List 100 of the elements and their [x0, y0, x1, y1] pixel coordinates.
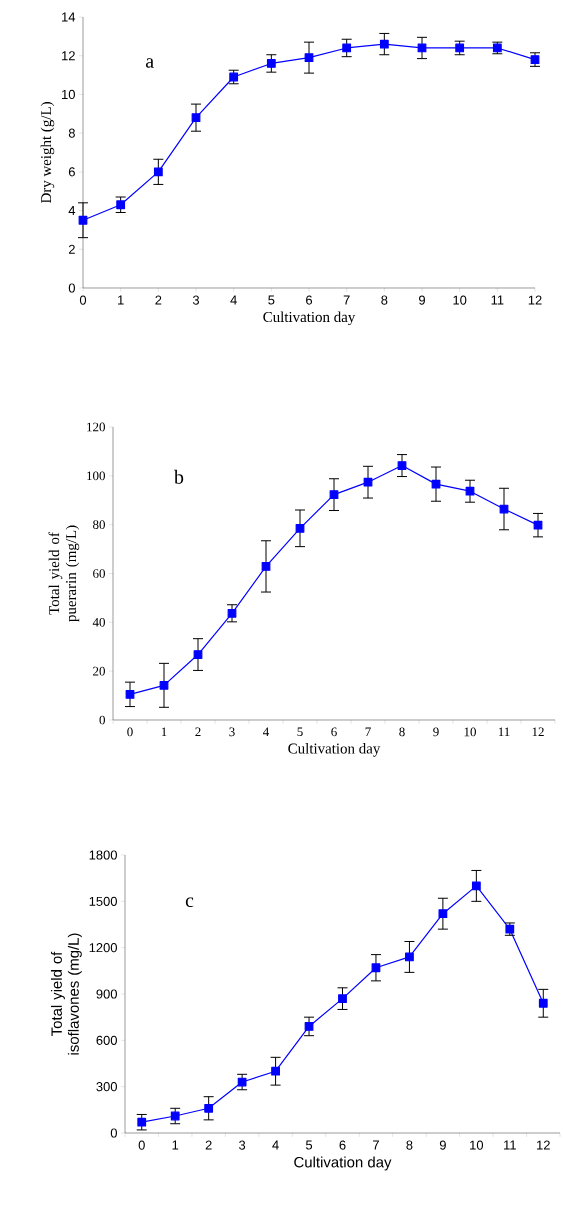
point — [405, 952, 414, 962]
x-tick-label: 3 — [239, 1140, 246, 1150]
x-tick-label: 12 — [528, 295, 542, 305]
annotation: b — [173, 469, 184, 484]
point — [533, 520, 543, 530]
x-tick-label: 12 — [532, 727, 544, 737]
annotation: a — [145, 58, 154, 68]
y-tick-label: 8 — [68, 128, 75, 138]
point — [295, 523, 305, 533]
x-tick-label: 7 — [365, 727, 371, 736]
y-tick-label: 80 — [93, 520, 105, 530]
y-tick-label: 0 — [110, 1128, 117, 1138]
x-tick-label: 8 — [381, 295, 388, 305]
x-tick-label: 11 — [504, 1140, 516, 1150]
y-tick-label: 900 — [96, 989, 117, 999]
x-tick-label: 9 — [433, 727, 439, 737]
x-tick-label: 4 — [263, 727, 270, 737]
x-tick-label: 8 — [399, 727, 405, 737]
y-tick-label: 60 — [93, 569, 105, 578]
x-tick-label: 10 — [453, 295, 467, 305]
x-tick-label: 10 — [464, 727, 476, 737]
point — [438, 909, 448, 919]
x-tick-label: 6 — [331, 727, 337, 737]
point — [363, 477, 373, 487]
x-tick-label: 6 — [306, 295, 313, 305]
x-tick-label: 6 — [339, 1140, 346, 1150]
y-tick-label: 0 — [99, 715, 105, 725]
point — [191, 113, 201, 123]
point — [261, 562, 271, 571]
y-tick-label: 12 — [62, 51, 75, 61]
y-tick-label: 600 — [96, 1035, 117, 1045]
x-tick-label: 10 — [470, 1140, 484, 1150]
x-tick-label: 0 — [127, 727, 133, 737]
point — [338, 994, 347, 1004]
point — [137, 1117, 147, 1127]
point — [397, 461, 407, 470]
y-axis-title: Total yield of puerarin (mg/L) — [48, 525, 80, 622]
point — [78, 215, 88, 225]
y-tick-label: 0 — [68, 283, 75, 293]
point — [342, 43, 352, 53]
point — [538, 998, 548, 1008]
x-tick-label: 5 — [297, 727, 303, 737]
x-tick-label: 7 — [373, 1140, 379, 1150]
x-tick-label: 11 — [491, 295, 504, 305]
x-tick-label: 12 — [537, 1140, 550, 1150]
y-tick-label: 300 — [96, 1082, 117, 1092]
x-tick-label: 5 — [305, 1140, 313, 1150]
point — [329, 490, 339, 500]
x-tick-label: 3 — [192, 295, 200, 305]
x-tick-label: 4 — [272, 1140, 279, 1150]
x-tick-label: 11 — [498, 727, 510, 737]
point — [304, 1022, 314, 1031]
x-tick-label: 0 — [138, 1140, 145, 1150]
point — [153, 167, 163, 177]
x-tick-label: 0 — [79, 295, 87, 305]
y-tick-label: 20 — [93, 666, 105, 676]
x-tick-label: 1 — [172, 1140, 179, 1150]
y-tick-label: 4 — [68, 206, 76, 216]
x-tick-label: 9 — [419, 295, 425, 305]
point — [116, 200, 126, 210]
point — [271, 1066, 280, 1076]
x-tick-label: 9 — [439, 1140, 446, 1150]
point — [170, 1111, 180, 1121]
y-tick-label: 1800 — [89, 850, 117, 860]
x-tick-label: 4 — [230, 295, 237, 305]
y-axis-title: Dry weight (g/L) — [40, 102, 55, 204]
point — [125, 689, 135, 699]
annotation: c — [185, 897, 194, 908]
y-axis-title: Total yield of isoflavones (mg/L) — [50, 933, 82, 1055]
point — [471, 881, 481, 891]
point — [204, 1103, 214, 1113]
y-tick-label: 10 — [62, 89, 75, 99]
y-tick-label: 40 — [92, 617, 105, 627]
point — [304, 53, 314, 63]
point — [193, 650, 203, 659]
point — [465, 486, 475, 496]
point — [227, 608, 237, 618]
y-tick-label: 120 — [87, 422, 105, 432]
point — [379, 39, 389, 49]
x-tick-label: 2 — [195, 727, 201, 737]
x-tick-label: 8 — [406, 1140, 413, 1150]
point — [159, 680, 169, 690]
y-tick-label: 1500 — [89, 896, 117, 906]
x-tick-label: 1 — [161, 727, 167, 737]
y-tick-label: 14 — [62, 12, 76, 22]
y-tick-label: 6 — [68, 167, 75, 177]
y-tick-label: 100 — [87, 471, 105, 481]
x-axis-title: Cultivation day — [288, 743, 381, 757]
x-tick-label: 5 — [268, 295, 275, 305]
point — [266, 59, 276, 68]
x-tick-label: 2 — [155, 295, 162, 305]
y-tick-label: 1200 — [89, 943, 117, 953]
point — [371, 963, 381, 973]
x-axis-title: Cultivation day — [263, 311, 356, 326]
y-tick-label: 2 — [68, 244, 75, 254]
x-tick-label: 2 — [205, 1140, 212, 1150]
x-tick-label: 7 — [343, 295, 350, 305]
x-tick-label: 3 — [229, 727, 235, 737]
point — [431, 479, 441, 489]
x-axis-title: Cultivation day — [294, 1156, 392, 1171]
